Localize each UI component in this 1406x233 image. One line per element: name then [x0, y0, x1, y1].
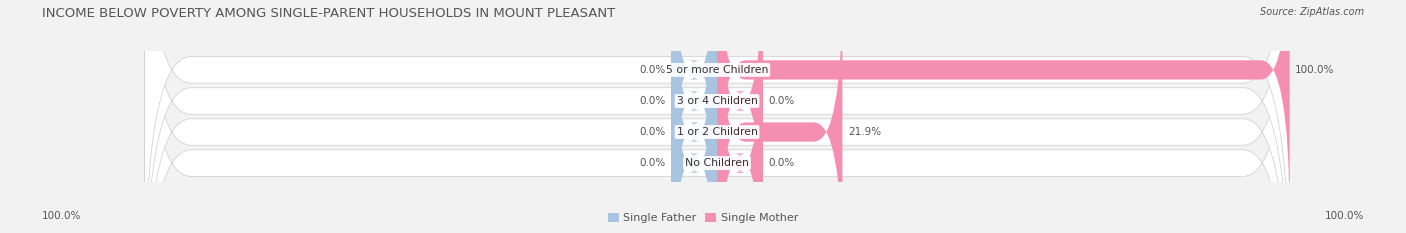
FancyBboxPatch shape [671, 0, 717, 216]
Text: 100.0%: 100.0% [1324, 211, 1364, 221]
FancyBboxPatch shape [717, 0, 763, 233]
Text: Source: ZipAtlas.com: Source: ZipAtlas.com [1260, 7, 1364, 17]
Legend: Single Father, Single Mother: Single Father, Single Mother [603, 208, 803, 227]
Text: 0.0%: 0.0% [640, 65, 665, 75]
Text: 5 or more Children: 5 or more Children [666, 65, 768, 75]
Text: 100.0%: 100.0% [42, 211, 82, 221]
FancyBboxPatch shape [717, 0, 1289, 216]
Text: 0.0%: 0.0% [640, 127, 665, 137]
FancyBboxPatch shape [671, 0, 717, 233]
Text: 0.0%: 0.0% [769, 96, 794, 106]
FancyBboxPatch shape [145, 0, 1289, 233]
Text: 0.0%: 0.0% [769, 158, 794, 168]
Text: 1 or 2 Children: 1 or 2 Children [676, 127, 758, 137]
FancyBboxPatch shape [145, 0, 1289, 233]
FancyBboxPatch shape [671, 17, 717, 233]
Text: INCOME BELOW POVERTY AMONG SINGLE-PARENT HOUSEHOLDS IN MOUNT PLEASANT: INCOME BELOW POVERTY AMONG SINGLE-PARENT… [42, 7, 616, 20]
FancyBboxPatch shape [671, 0, 717, 233]
Text: No Children: No Children [685, 158, 749, 168]
FancyBboxPatch shape [717, 17, 763, 233]
FancyBboxPatch shape [145, 0, 1289, 233]
Text: 0.0%: 0.0% [640, 96, 665, 106]
FancyBboxPatch shape [145, 0, 1289, 233]
FancyBboxPatch shape [717, 0, 842, 233]
Text: 21.9%: 21.9% [848, 127, 882, 137]
Text: 3 or 4 Children: 3 or 4 Children [676, 96, 758, 106]
Text: 100.0%: 100.0% [1295, 65, 1334, 75]
Text: 0.0%: 0.0% [640, 158, 665, 168]
